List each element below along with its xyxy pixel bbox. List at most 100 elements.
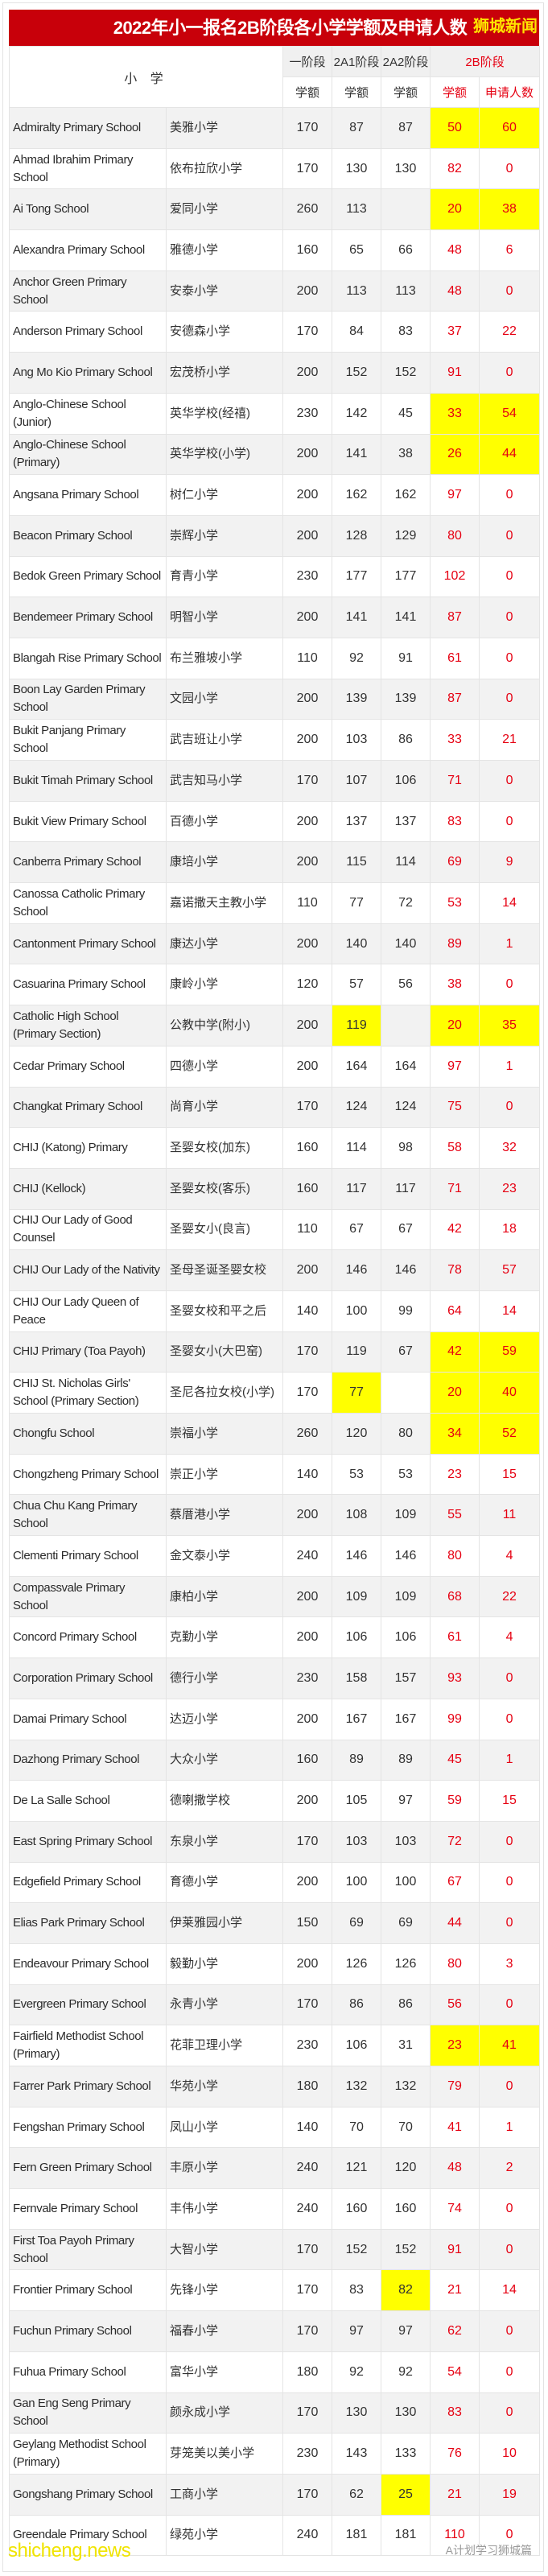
school-name-en: Cedar Primary School [9,1045,167,1088]
school-name-zh: 花菲卫理小学 [165,2025,284,2066]
school-name-en: Fuchun Primary School [9,2310,167,2352]
phase2a1-places: 158 [332,1657,382,1699]
phase1-places: 260 [282,1413,333,1455]
phase1-places: 170 [282,147,333,190]
school-name-zh: 芽笼美以美小学 [165,2433,284,2475]
phase2b-places: 68 [430,1575,480,1618]
phase2a2-places-header: 学额 [381,76,431,108]
phase2a2-places: 56 [381,964,431,1006]
phase2a1-places: 140 [332,923,382,965]
table-row: Compassvale Primary School 康柏小学 200 109 109 6… [9,1575,541,1618]
phase1-places: 200 [282,841,333,884]
school-name-zh: 育德小学 [165,1861,284,1904]
phase2a2-header: 2A2阶段 [381,46,431,77]
phase2b-applicants: 4 [479,1616,541,1659]
phase1-places: 200 [282,678,333,720]
school-name-en: Ai Tong School [9,188,167,231]
school-name-en: Changkat Primary School [9,1086,167,1129]
phase2b-places: 20 [430,1005,480,1046]
phase2b-applicants: 54 [479,392,541,435]
phase2a2-places: 97 [381,2310,431,2352]
phase2b-applicants: 0 [479,1698,541,1740]
school-name-en: CHIJ St. Nicholas Girls' School (Primary… [9,1372,167,1414]
school-name-zh: 树仁小学 [165,474,284,516]
school-name-en: CHIJ Our Lady Queen of Peace [9,1290,167,1332]
brand-logo-text: 狮城新闻 [473,18,538,35]
phase2b-places: 61 [430,637,480,679]
phase2a1-places: 142 [332,392,382,435]
table-row: Admiralty Primary School 美雅小学 170 87 87 50 60 [9,107,541,149]
phase2b-places: 110 [430,2514,480,2557]
phase2b-applicants: 0 [479,800,541,843]
phase2a1-places: 132 [332,2066,382,2107]
phase2b-places: 67 [430,1861,480,1904]
table-row: Fern Green Primary School 丰原小学 240 121 120 48… [9,2147,541,2190]
school-name-zh: 武吉班让小学 [165,719,284,761]
phase2a1-places: 113 [332,270,382,312]
phase1-places: 200 [282,923,333,965]
phase2b-places: 64 [430,1290,480,1332]
table-row: Changkat Primary School 尚育小学 170 124 124 75 0 [9,1086,541,1129]
phase1-places: 230 [282,392,333,435]
school-name-zh: 圣婴女校(加东) [165,1127,284,1169]
school-name-zh: 嘉诺撒天主教小学 [165,882,284,924]
phase2b-applicants: 0 [479,760,541,802]
school-name-zh: 伊莱雅园小学 [165,1902,284,1944]
table-row: CHIJ Primary (Toa Payoh) 圣婴女小(大巴窑) 170 119 6… [9,1331,541,1373]
phase2a1-places: 108 [332,1494,382,1537]
table-row: Endeavour Primary School 毅勤小学 200 126 126 80 3 [9,1942,541,1985]
table-row: CHIJ (Katong) Primary 圣婴女校(加东) 160 114 98 58 3… [9,1127,541,1169]
phase2b-places: 20 [430,188,480,231]
phase2b-places: 38 [430,964,480,1006]
phase2a2-places: 141 [381,597,431,638]
school-name-en: Angsana Primary School [9,474,167,516]
table-row: CHIJ St. Nicholas Girls' School (Primary… [9,1372,541,1414]
phase2a1-places: 67 [332,1208,382,1251]
phase2b-applicants: 15 [479,1453,541,1496]
phase2b-applicants: 59 [479,1331,541,1373]
phase2a1-places-header: 学额 [332,76,382,108]
phase2a2-places: 72 [381,882,431,924]
table-row: Gongshang Primary School 工商小学 170 62 25 21 19 [9,2473,541,2516]
phase2a2-places: 157 [381,1657,431,1699]
table-row: Blangah Rise Primary School 布兰雅坡小学 110 92 91… [9,637,541,679]
phase1-places: 170 [282,311,333,353]
phase2a1-places: 109 [332,1575,382,1618]
table-row: Catholic High School (Primary Section) 公教… [9,1005,541,1046]
phase1-places: 200 [282,800,333,843]
phase2a1-places: 119 [332,1331,382,1373]
phase2b-applicants: 38 [479,188,541,231]
school-name-zh: 康培小学 [165,841,284,884]
phase2b-places-header: 学额 [430,76,480,108]
phase2a2-places: 31 [381,2025,431,2066]
phase2a1-places: 164 [332,1045,382,1088]
table-row: Boon Lay Garden Primary School 文园小学 200 139… [9,678,541,720]
phase2b-applicants: 22 [479,311,541,353]
table-row: De La Salle School 德喇撒学校 200 105 97 59 15 [9,1780,541,1822]
phase2a1-places: 65 [332,229,382,271]
phase2b-places: 44 [430,1902,480,1944]
school-name-en: CHIJ (Kellock) [9,1167,167,1210]
phase2a2-places: 91 [381,637,431,679]
phase2a2-places: 117 [381,1167,431,1210]
phase2a1-places: 77 [332,1372,382,1414]
school-name-zh: 永青小学 [165,1984,284,2026]
phase2a1-places: 103 [332,719,382,761]
phase2a1-places: 106 [332,1616,382,1659]
school-name-zh: 崇正小学 [165,1453,284,1496]
table-row: Fernvale Primary School 丰伟小学 240 160 160 74 0 [9,2188,541,2230]
phase2b-applicants: 0 [479,637,541,679]
table-row: Chua Chu Kang Primary School 蔡厝港小学 200 108 1… [9,1494,541,1537]
table-row: CHIJ Our Lady of Good Counsel 圣婴女小(良言) 110… [9,1208,541,1251]
table-row: Edgefield Primary School 育德小学 200 100 100 67 0 [9,1861,541,1904]
phase1-places: 110 [282,1208,333,1251]
phase2a1-places: 70 [332,2106,382,2149]
phase1-places: 110 [282,882,333,924]
phase2b-applicants: 0 [479,1086,541,1129]
school-name-zh: 公教中学(附小) [165,1005,284,1046]
school-name-zh: 圣母圣诞圣婴女校 [165,1249,284,1291]
school-name-zh: 明智小学 [165,597,284,638]
phase2a1-header: 2A1阶段 [332,46,382,77]
school-name-zh: 丰伟小学 [165,2188,284,2230]
